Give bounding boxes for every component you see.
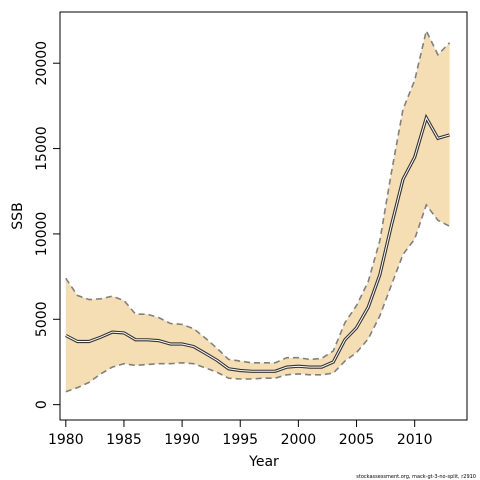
x-tick-label: 1990	[164, 432, 200, 448]
x-tick-label: 2010	[397, 432, 433, 448]
lower-bound-line	[65, 203, 450, 393]
y-axis-title: SSB	[10, 202, 26, 229]
y-tick-label: 5000	[34, 301, 50, 337]
x-axis-title: Year	[248, 454, 279, 470]
x-tick-label: 1980	[48, 432, 84, 448]
x-tick-label: 1985	[106, 432, 142, 448]
x-tick-label: 2005	[339, 432, 375, 448]
y-tick-label: 20000	[34, 41, 50, 86]
credit-text: stockassessment.org, mack-gt-3-no-split,…	[356, 474, 476, 480]
estimate-line	[65, 116, 450, 372]
y-axis: 0 5000 10000 15000 20000	[34, 41, 61, 409]
y-tick-label: 10000	[34, 212, 50, 257]
y-tick-label: 0	[34, 400, 50, 409]
x-tick-label: 1995	[222, 432, 258, 448]
confidence-band	[65, 30, 450, 392]
x-tick-label: 2000	[281, 432, 317, 448]
x-axis: 1980 1985 1990 1995 2000 2005 2010	[48, 419, 433, 448]
y-tick-label: 15000	[34, 126, 50, 171]
upper-bound-line	[65, 28, 451, 364]
